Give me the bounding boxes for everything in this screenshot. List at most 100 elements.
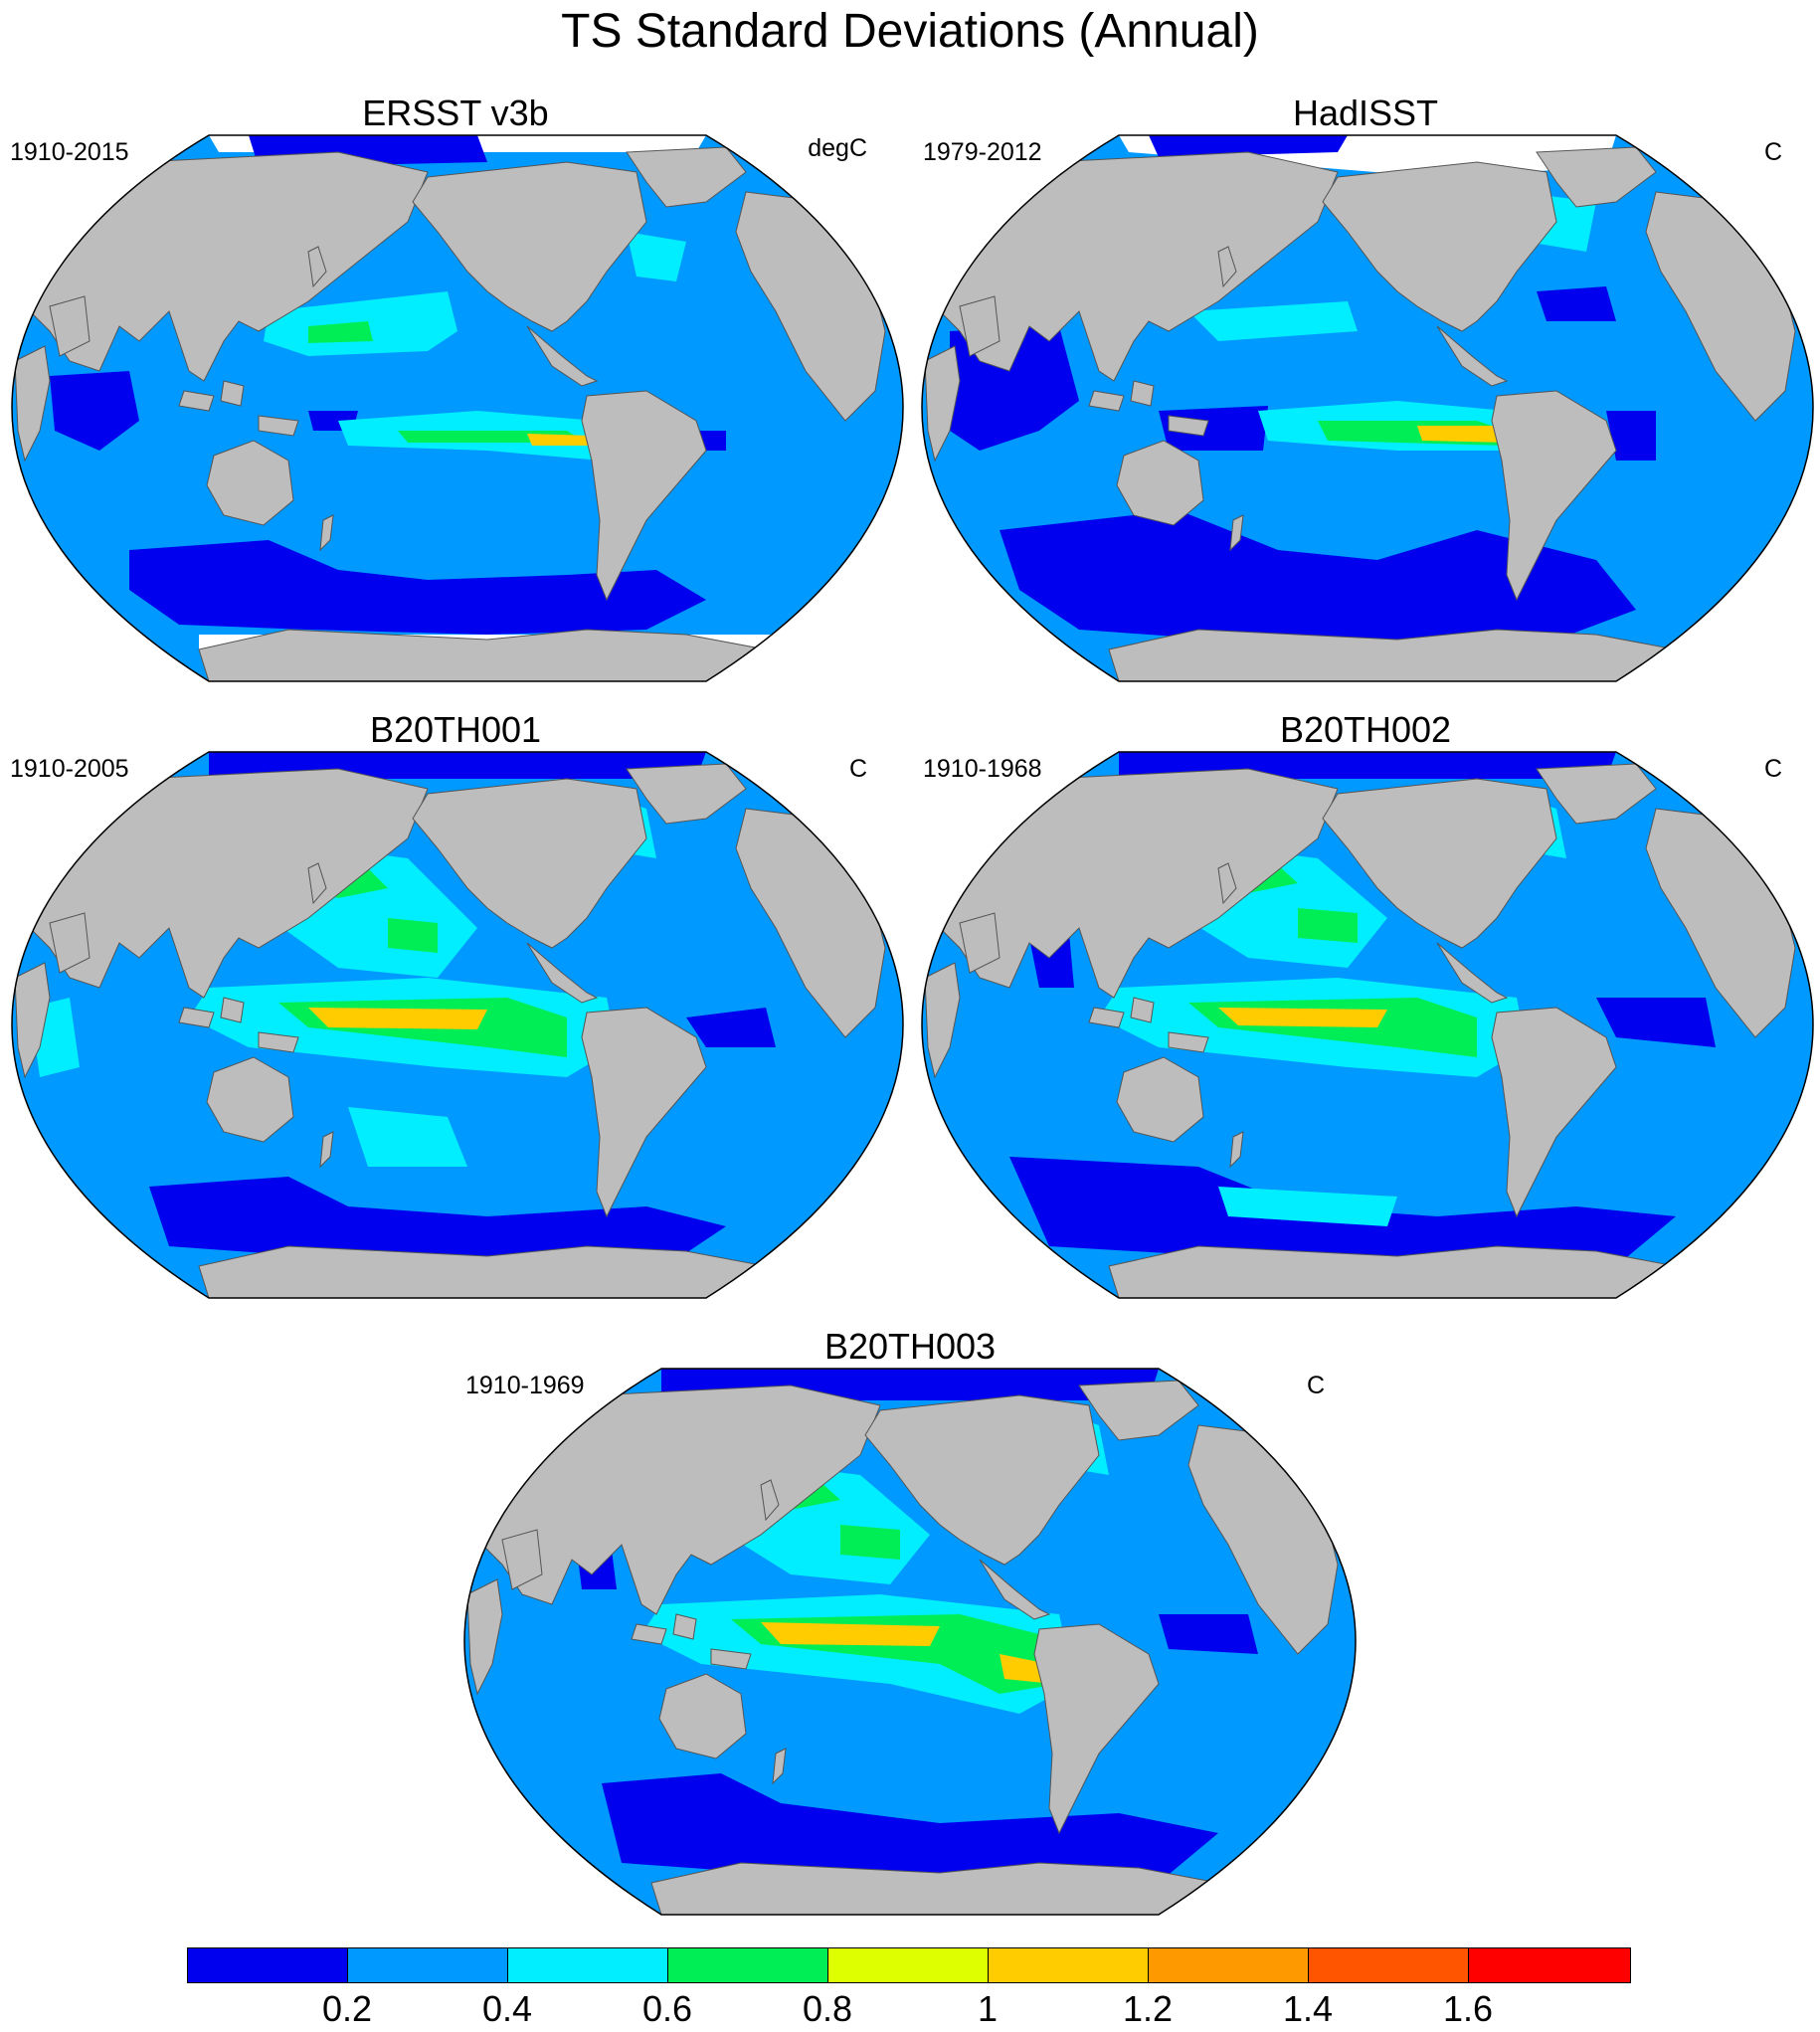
land-eurasia xyxy=(939,151,1339,382)
high-north-pacific xyxy=(308,321,373,343)
panel-title-ersst: ERSST v3b xyxy=(362,92,549,133)
land-antarctica xyxy=(1108,629,1678,681)
colorbar-box-4 xyxy=(667,1947,828,1983)
land-indonesia-1 xyxy=(631,1623,667,1645)
land-africa xyxy=(924,962,961,1079)
map-border xyxy=(11,134,904,682)
panel-units-b20th002: C xyxy=(1763,755,1782,783)
land-south-america xyxy=(581,390,707,602)
map-border xyxy=(921,134,1814,682)
land-south-america xyxy=(1033,1623,1160,1835)
land-indonesia-2 xyxy=(220,997,245,1023)
colorbar-box-2 xyxy=(347,1947,508,1983)
panel-title-b20th002: B20TH002 xyxy=(1279,709,1452,750)
panel-units-ersst: degC xyxy=(808,134,867,162)
land-new-guinea xyxy=(1168,415,1209,437)
land-japan xyxy=(307,862,327,905)
land-central-america xyxy=(979,1559,1051,1620)
land-australia xyxy=(206,1056,294,1143)
land-north-america xyxy=(1322,161,1557,332)
land-south-america xyxy=(581,1007,707,1218)
colorbar-box-7 xyxy=(1148,1947,1309,1983)
colorbar xyxy=(187,1947,1631,1983)
land-new-guinea xyxy=(1168,1031,1209,1053)
map-layers xyxy=(464,1369,1356,1915)
land-antarctica xyxy=(650,1862,1220,1915)
peak-enso xyxy=(1417,426,1509,443)
land-south-america xyxy=(1491,390,1617,602)
panel-title-b20th001: B20TH001 xyxy=(369,709,542,750)
land-new-zealand xyxy=(319,514,334,552)
land-new-zealand xyxy=(1229,514,1244,552)
land-central-america xyxy=(526,942,599,1004)
land-africa xyxy=(14,345,51,462)
land-indonesia-2 xyxy=(1130,380,1155,407)
land-central-america xyxy=(526,325,599,387)
mid-south-pacific-band xyxy=(1218,1187,1397,1226)
panel-period-b20th003: 1910-1969 xyxy=(465,1372,585,1399)
land-new-zealand xyxy=(319,1131,334,1169)
land-eurasia xyxy=(29,768,429,999)
panel-units-b20th001: C xyxy=(848,755,867,783)
map-b20th001 xyxy=(11,751,904,1299)
land-north-america xyxy=(1322,778,1557,949)
low-variance-southern-ocean xyxy=(1000,510,1636,645)
land-north-america xyxy=(864,1394,1100,1566)
colorbar-box-3 xyxy=(507,1947,668,1983)
colorbar-tick-label: 0.4 xyxy=(481,1988,533,2029)
land-australia xyxy=(1116,1056,1204,1143)
land-north-america xyxy=(412,778,647,949)
land-africa xyxy=(924,345,961,462)
map-layers xyxy=(922,135,1813,681)
high-north-pacific xyxy=(840,1525,900,1560)
peak-enso xyxy=(308,1008,487,1029)
land-australia xyxy=(206,440,294,526)
land-indonesia-2 xyxy=(1130,997,1155,1023)
land-south-america xyxy=(1491,1007,1617,1218)
land-arabia xyxy=(959,295,1001,357)
colorbar-tick-label: 0.6 xyxy=(641,1988,693,2029)
land-eurasia xyxy=(29,151,429,382)
land-antarctica xyxy=(198,1245,768,1298)
colorbar-box-8 xyxy=(1308,1947,1469,1983)
low-variance-southern-ocean xyxy=(129,540,706,635)
land-arabia xyxy=(49,295,91,357)
panel-period-b20th002: 1910-1968 xyxy=(923,755,1042,783)
low-variance-north-atlantic xyxy=(1537,286,1616,321)
land-indonesia-1 xyxy=(1088,390,1125,412)
map-layers xyxy=(12,752,903,1298)
low-variance-arctic xyxy=(1149,135,1348,157)
mid-south-pacific-band xyxy=(348,1107,467,1167)
colorbar-box-5 xyxy=(827,1947,989,1983)
colorbar-tick-label: 1.2 xyxy=(1122,1988,1174,2029)
panel-period-hadisst: 1979-2012 xyxy=(923,138,1042,166)
land-australia xyxy=(658,1673,747,1759)
land-africa xyxy=(14,962,51,1079)
colorbar-tick-label: 1.4 xyxy=(1282,1988,1334,2029)
land-new-guinea xyxy=(710,1648,752,1670)
panel-period-b20th001: 1910-2005 xyxy=(10,755,129,783)
land-central-america xyxy=(1436,942,1509,1004)
land-antarctica xyxy=(1108,1245,1678,1298)
map-hadisst xyxy=(921,134,1814,682)
land-japan xyxy=(1217,862,1237,905)
map-border xyxy=(463,1368,1357,1916)
colorbar-tick-label: 0.2 xyxy=(321,1988,373,2029)
map-border xyxy=(11,751,904,1299)
colorbar-tick-label: 0.8 xyxy=(802,1988,853,2029)
low-variance-south-atlantic xyxy=(1596,998,1716,1047)
land-japan xyxy=(1217,246,1237,288)
land-eurasia xyxy=(481,1385,881,1615)
land-indonesia-2 xyxy=(220,380,245,407)
mid-gulf-stream xyxy=(627,232,686,281)
low-variance-southern-ocean xyxy=(602,1773,1218,1883)
mid-north-pacific xyxy=(1188,301,1358,341)
land-new-zealand xyxy=(772,1748,787,1785)
land-indonesia-2 xyxy=(672,1613,697,1640)
land-new-guinea xyxy=(258,415,299,437)
low-variance-indian-ocean xyxy=(50,371,139,451)
high-north-pacific xyxy=(1298,908,1358,943)
colorbar-box-9 xyxy=(1468,1947,1631,1983)
land-new-zealand xyxy=(1229,1131,1244,1169)
figure-title: TS Standard Deviations (Annual) xyxy=(561,5,1259,58)
